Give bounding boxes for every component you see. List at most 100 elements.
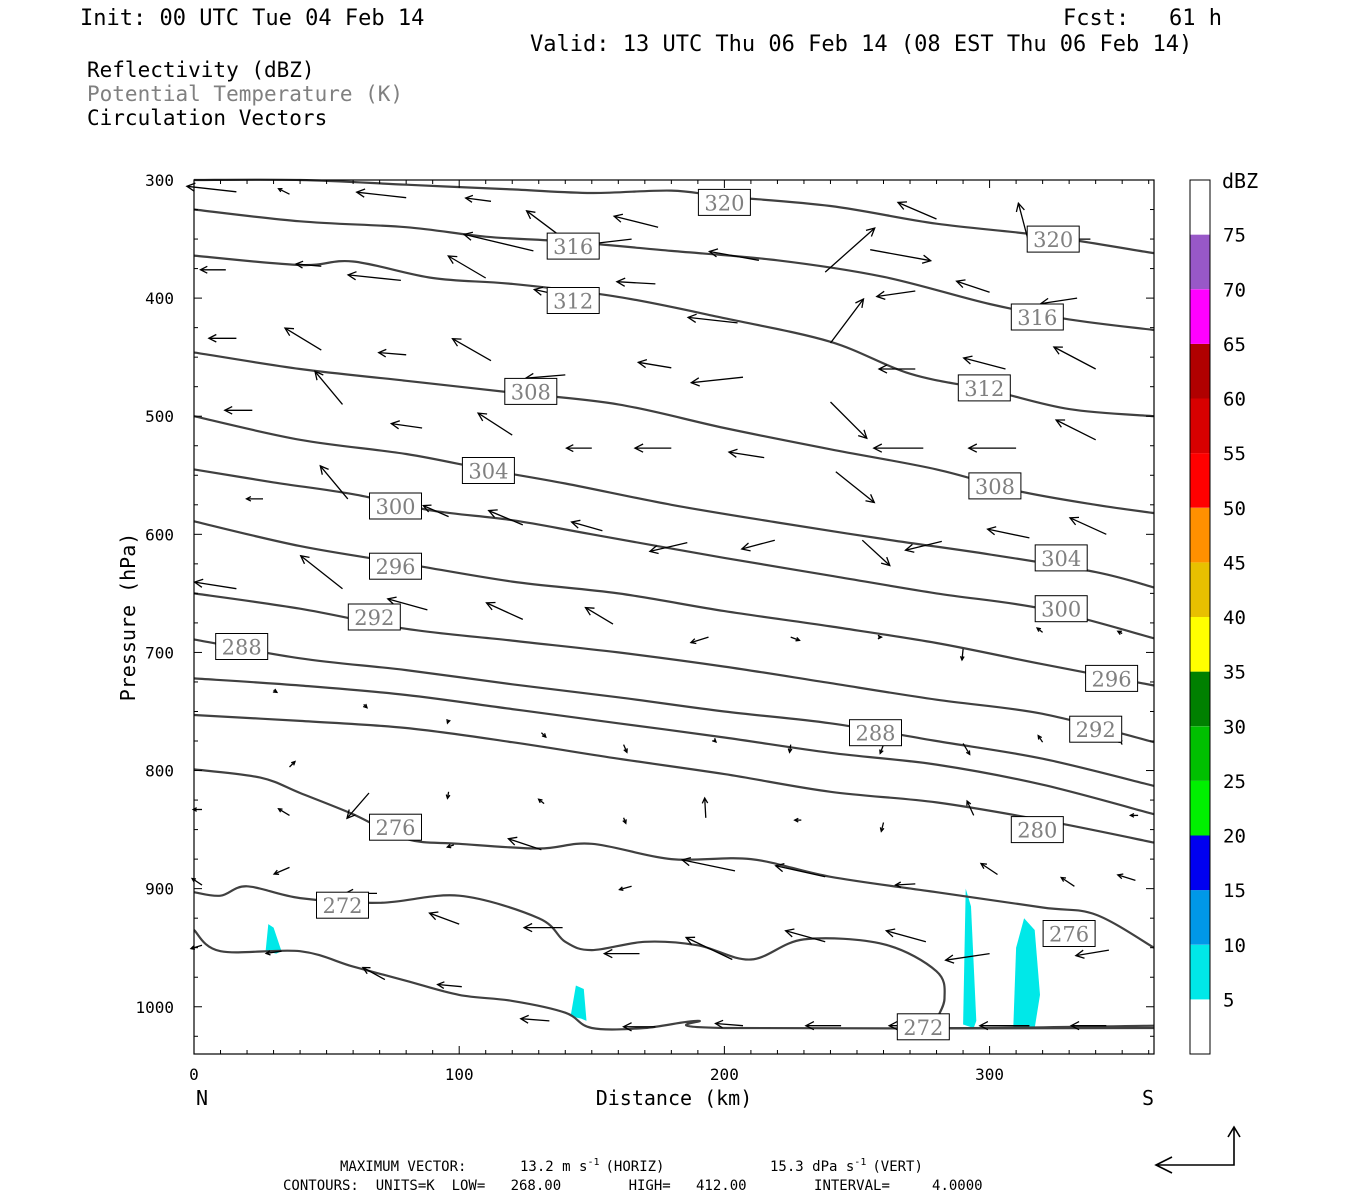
vector-shaft xyxy=(790,636,800,642)
circulation-vector-73 xyxy=(623,744,628,754)
circulation-vector-0 xyxy=(185,182,237,193)
theta-label-box xyxy=(968,472,1022,500)
theta-label-320: 320 xyxy=(697,188,751,216)
y-tick-label-900: 900 xyxy=(145,880,174,899)
circulation-vector-19 xyxy=(615,277,656,287)
theta-label-text: 320 xyxy=(1033,228,1073,252)
max-vector-horiz: 13.2 m s-1 (HORIZ) xyxy=(520,1157,665,1175)
colorbar-swatch-10 xyxy=(1190,890,1210,945)
theta-label-text: 292 xyxy=(354,606,394,630)
theta-label-300: 300 xyxy=(1034,595,1088,623)
vector-head xyxy=(1059,876,1067,882)
theta-label-316: 316 xyxy=(1010,303,1064,331)
vector-head xyxy=(865,494,876,504)
colorbar-tick-20: 20 xyxy=(1223,826,1246,848)
theta-contour-280 xyxy=(193,713,1155,844)
vector-head xyxy=(714,1019,724,1029)
vector-shaft xyxy=(348,274,401,282)
circulation-vector-25 xyxy=(207,333,237,343)
vector-head xyxy=(896,201,908,210)
circulation-vector-119 xyxy=(622,1022,656,1032)
vector-head xyxy=(570,519,581,529)
vector-head xyxy=(207,333,217,343)
vector-head xyxy=(386,596,397,606)
vector-shaft xyxy=(520,1018,550,1022)
theta-label-text: 312 xyxy=(553,290,593,314)
vector-head xyxy=(291,760,297,766)
circulation-vector-80 xyxy=(289,760,297,768)
footer: MAXIMUM VECTOR: 13.2 m s-1 (HORIZ) 15.3 d… xyxy=(283,1157,983,1194)
theta-label-box xyxy=(1069,715,1123,743)
vector-head xyxy=(299,554,310,565)
vector-head xyxy=(507,836,518,846)
max-vector-vert: 15.3 dPa s-1 (VERT) xyxy=(770,1157,923,1175)
circulation-vector-20 xyxy=(686,313,738,324)
colorbar-tick-5: 5 xyxy=(1223,989,1234,1011)
vector-shaft xyxy=(319,465,349,500)
theta-label-box xyxy=(1010,816,1064,844)
circulation-vector-67 xyxy=(1035,627,1044,633)
circulation-vector-106 xyxy=(428,911,460,925)
circulation-vector-96 xyxy=(618,885,632,892)
circulation-vector-83 xyxy=(537,798,545,805)
theta-label-280: 280 xyxy=(1010,816,1064,844)
colorbar-tick-15: 15 xyxy=(1223,880,1246,902)
vector-shaft xyxy=(437,983,462,988)
circulation-vector-102 xyxy=(1116,873,1136,882)
vector-head xyxy=(294,260,304,269)
vector-head xyxy=(245,496,252,502)
vector-head xyxy=(1052,346,1063,355)
circulation-vector-35 xyxy=(1052,346,1097,370)
circulation-vector-46 xyxy=(1054,419,1096,441)
theta-contour-300 xyxy=(193,468,1155,640)
theta-label-text: 276 xyxy=(1049,923,1089,947)
vector-head xyxy=(1116,630,1122,635)
circulation-vector-86 xyxy=(793,817,802,823)
circulation-vector-69 xyxy=(272,688,279,694)
vector-shaft xyxy=(682,859,736,872)
vector-head xyxy=(622,1022,632,1032)
vector-head xyxy=(686,313,697,323)
circulation-vector-52 xyxy=(648,541,688,555)
circulation-vector-81 xyxy=(346,792,370,820)
reference-vector-icon xyxy=(1154,1125,1241,1174)
vector-shaft xyxy=(961,648,964,660)
x-tick-label-0: 0 xyxy=(189,1065,199,1084)
x-tick-label-200: 200 xyxy=(710,1065,739,1084)
circulation-vector-113 xyxy=(1074,949,1110,959)
end-label-north: N xyxy=(196,1086,208,1110)
theta-label-text: 304 xyxy=(468,460,508,484)
vector-head xyxy=(986,526,997,536)
circulation-vector-27 xyxy=(377,348,407,358)
circulation-vector-111 xyxy=(884,928,927,943)
vector-head xyxy=(921,254,933,264)
theta-label-312: 312 xyxy=(957,374,1011,402)
circulation-vector-21 xyxy=(829,297,865,344)
vector-head xyxy=(872,443,883,453)
circulation-vector-9 xyxy=(824,227,876,273)
circulation-vector-8 xyxy=(707,248,760,261)
colorbar-title: dBZ xyxy=(1222,169,1258,193)
circulation-vector-94 xyxy=(445,843,455,849)
circulation-vector-53 xyxy=(740,539,775,552)
vector-head xyxy=(277,187,283,193)
circulation-vector-75 xyxy=(787,744,793,754)
vector-head xyxy=(962,355,973,365)
vector-head xyxy=(622,819,627,825)
vector-shaft xyxy=(715,1022,744,1027)
vector-shaft xyxy=(835,471,875,504)
vector-head xyxy=(727,448,738,458)
vector-head xyxy=(1069,1021,1080,1031)
vector-head xyxy=(185,182,196,192)
max-vector-label: MAXIMUM VECTOR: xyxy=(340,1159,466,1175)
theta-label-box xyxy=(1085,664,1139,692)
vector-head xyxy=(855,297,865,309)
y-tick-label-700: 700 xyxy=(145,643,174,662)
vector-shaft xyxy=(284,327,322,351)
theta-label-304: 304 xyxy=(461,457,515,484)
vector-head xyxy=(565,444,574,453)
theta-label-text: 316 xyxy=(553,235,593,259)
vector-shaft xyxy=(300,555,343,590)
vector-head xyxy=(701,796,709,804)
circulation-vector-39 xyxy=(476,412,513,436)
